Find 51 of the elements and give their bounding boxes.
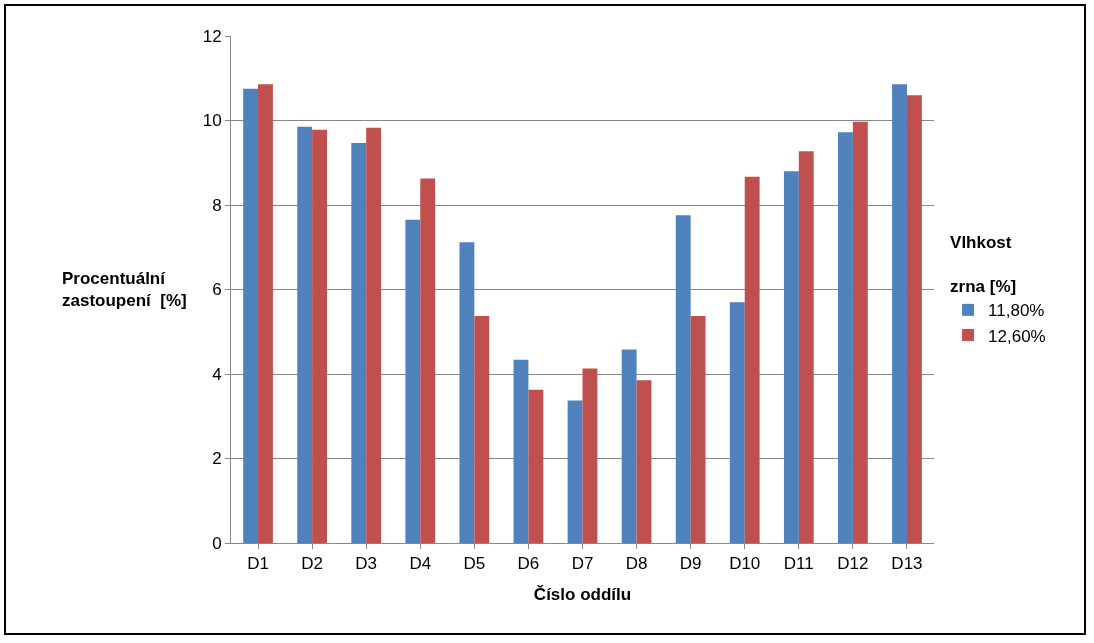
bar (690, 316, 706, 543)
bar (243, 88, 259, 543)
x-tick-label: D12 (837, 554, 869, 574)
x-axis-title: Číslo oddílu (533, 584, 632, 604)
y-axis-title: Procentuální zastoupení [%] (62, 269, 187, 311)
legend-label: 11,80% (988, 301, 1045, 321)
bar (528, 389, 544, 543)
bar (474, 316, 490, 543)
bar (459, 242, 475, 543)
bar (783, 171, 799, 543)
bar (798, 151, 814, 543)
x-tick-label: D4 (409, 554, 432, 574)
bar (729, 302, 745, 543)
x-tick-label: D6 (517, 554, 540, 574)
bar (312, 129, 327, 543)
x-tick-label: D7 (571, 554, 594, 574)
y-tick-label: 10 (202, 111, 222, 131)
y-tick-label: 6 (212, 280, 222, 300)
bar (297, 126, 313, 543)
x-tick-label: D13 (891, 554, 923, 574)
x-tick-label: D8 (625, 554, 648, 574)
bar (567, 400, 583, 543)
y-tick-label: 8 (212, 195, 222, 215)
bar (258, 84, 273, 543)
bar (636, 380, 652, 543)
x-tick-label: D9 (679, 554, 702, 574)
bar (906, 95, 922, 543)
x-tick-label: D1 (247, 554, 269, 574)
bar (582, 368, 598, 543)
bar (892, 84, 907, 543)
text: Vlhkost zrna [%] (950, 233, 1017, 297)
x-tick-label: D3 (355, 554, 378, 574)
bar (513, 359, 529, 543)
x-tick-label: D2 (301, 554, 323, 574)
bar (621, 349, 637, 543)
bar (852, 121, 868, 543)
y-tick-label: 2 (212, 449, 222, 469)
x-tick-label: D11 (783, 554, 814, 574)
legend-label: 12,60% (988, 326, 1046, 346)
x-tick-label: D5 (463, 554, 486, 574)
y-tick-label: 12 (202, 26, 222, 46)
x-tick-label: D10 (729, 554, 761, 574)
y-tick-label: 0 (212, 533, 222, 553)
bar (675, 215, 691, 543)
bar (366, 127, 382, 543)
bar (351, 142, 367, 543)
bar (420, 178, 436, 543)
y-tick-label: 4 (212, 364, 222, 384)
bar (838, 132, 853, 543)
bar (744, 176, 760, 543)
bar (405, 219, 421, 543)
